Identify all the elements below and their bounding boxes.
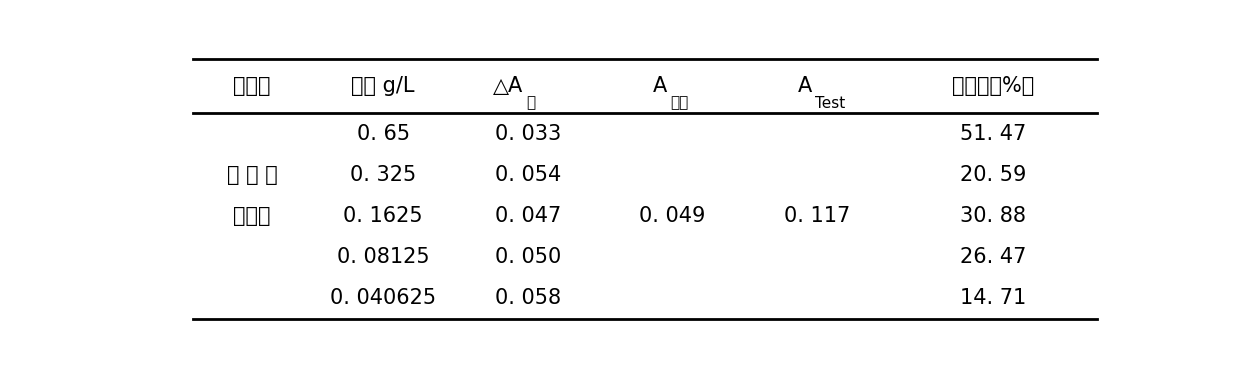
Text: 0. 117: 0. 117 bbox=[784, 206, 849, 226]
Text: 空白: 空白 bbox=[671, 96, 688, 111]
Text: 0. 08125: 0. 08125 bbox=[337, 247, 429, 267]
Text: A: A bbox=[797, 76, 812, 96]
Text: 30. 88: 30. 88 bbox=[960, 206, 1025, 226]
Text: △A: △A bbox=[492, 76, 523, 96]
Text: 26. 47: 26. 47 bbox=[960, 247, 1025, 267]
Text: 0. 65: 0. 65 bbox=[357, 124, 409, 144]
Text: 样品名: 样品名 bbox=[233, 76, 270, 96]
Text: 20. 59: 20. 59 bbox=[960, 165, 1025, 185]
Text: 0. 033: 0. 033 bbox=[495, 124, 560, 144]
Text: 0. 050: 0. 050 bbox=[495, 247, 560, 267]
Text: 51. 47: 51. 47 bbox=[960, 124, 1025, 144]
Text: 0. 325: 0. 325 bbox=[350, 165, 417, 185]
Text: 0. 040625: 0. 040625 bbox=[330, 288, 436, 308]
Text: 样: 样 bbox=[526, 96, 534, 111]
Text: A: A bbox=[653, 76, 667, 96]
Text: 浓度 g/L: 浓度 g/L bbox=[351, 76, 415, 96]
Text: 0. 047: 0. 047 bbox=[495, 206, 560, 226]
Text: 14. 71: 14. 71 bbox=[960, 288, 1025, 308]
Text: 0. 054: 0. 054 bbox=[495, 165, 560, 185]
Text: 0. 1625: 0. 1625 bbox=[343, 206, 423, 226]
Text: Test: Test bbox=[815, 96, 846, 111]
Text: 粕多糖: 粕多糖 bbox=[233, 206, 270, 226]
Text: 抑制率（%）: 抑制率（%） bbox=[952, 76, 1034, 96]
Text: 0. 049: 0. 049 bbox=[639, 206, 706, 226]
Text: 0. 058: 0. 058 bbox=[495, 288, 560, 308]
Text: 油 茶 饼: 油 茶 饼 bbox=[227, 165, 278, 185]
